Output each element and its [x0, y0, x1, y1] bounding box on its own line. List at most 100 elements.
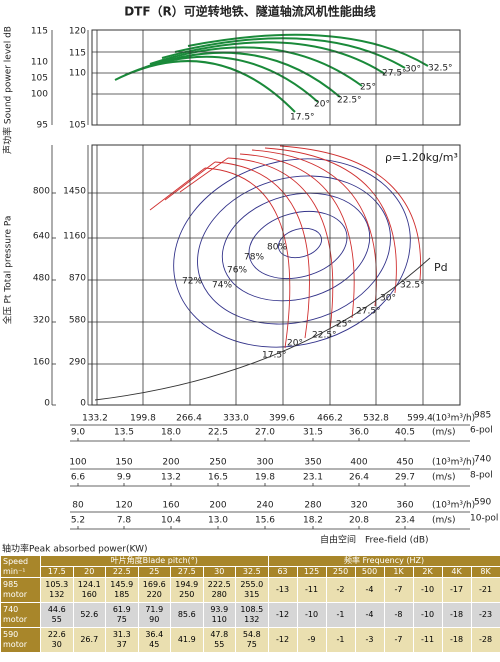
noise-value: -13 [267, 577, 298, 603]
flow-label: 399.6 [269, 414, 295, 424]
power-cell: 255.0 315 [235, 577, 269, 603]
free-field-en: Free-field (dB) [365, 536, 429, 546]
power-value: 47.8 [210, 630, 229, 639]
tick-label: 115 [31, 27, 48, 37]
power-value: 31.3 [112, 630, 131, 639]
blade-label: 32.5° [400, 281, 425, 291]
freq: 8K [470, 566, 500, 578]
pitch: 32.5 [235, 566, 269, 578]
motor: motor [3, 615, 28, 624]
flow-label: 80 [72, 501, 84, 511]
tick-label: 100 [31, 90, 48, 100]
velocity-label: 18.0 [161, 428, 181, 438]
noise-value: -8 [383, 602, 414, 628]
poles-label: 8-pol [470, 471, 493, 481]
velocity-label: 7.8 [117, 516, 132, 526]
power-value: 194.9 [175, 580, 199, 589]
tick-label: 0 [80, 399, 86, 409]
tick-label: 1450 [63, 187, 86, 197]
poles-label: 6-pol [470, 426, 493, 436]
tick-label: 105 [69, 121, 86, 131]
velocity-label: 13.2 [161, 473, 181, 483]
velocity-label: 18.2 [303, 516, 323, 526]
power-cell: 26.7 [72, 627, 106, 653]
freq: 1K [383, 566, 414, 578]
tick-label: 120 [69, 27, 86, 37]
blade-label: 20° [287, 339, 303, 349]
power-value: 132 [49, 590, 65, 599]
velocity-unit: (m/s) [432, 428, 456, 438]
blade-label: 30° [405, 65, 421, 75]
power-value: 250 [179, 590, 195, 599]
efficiency-label: 80% [267, 243, 287, 253]
power-cell: 61.9 75 [105, 602, 139, 628]
sound-axis-label: 声功率 Sound power level dB [2, 26, 14, 154]
speed: 590 [3, 630, 19, 639]
power-table: Speed min⁻¹ 叶片角度Blade pitch(°) 频率 Frequency… [0, 555, 500, 653]
power-cell: 36.4 45 [137, 627, 171, 653]
power-value: 61.9 [112, 605, 131, 614]
power-value: 90 [149, 615, 160, 624]
power-value: 41.9 [177, 635, 196, 644]
speed-header: Speed min⁻¹ [0, 555, 41, 578]
noise-value: -1 [325, 627, 356, 653]
flow-label: 466.2 [317, 414, 343, 424]
flow-label: 120 [115, 501, 132, 511]
flow-label: 200 [209, 501, 226, 511]
power-cell: 124.1 160 [72, 577, 106, 603]
velocity-label: 36.0 [349, 428, 369, 438]
sound-curves [114, 33, 429, 113]
power-value: 75 [116, 615, 127, 624]
data-row: 740 motor 44.6 55 52.6 61.9 75 71.9 90 85.6 93.9 11… [0, 602, 500, 628]
flow-label: 300 [256, 458, 273, 468]
speed: 985 [3, 580, 19, 589]
blade-label: 25° [336, 320, 352, 330]
freq-header: 频率 Frequency (HZ) [267, 555, 500, 567]
flow-label: 200 [162, 458, 179, 468]
power-value: 105.3 [45, 580, 69, 589]
power-cell: 52.6 [72, 602, 106, 628]
flow-label: 450 [396, 458, 413, 468]
flow-label: 199.8 [130, 414, 156, 424]
power-value: 93.9 [210, 605, 229, 614]
tick-label: 580 [69, 316, 86, 326]
blade-label: 22.5° [337, 96, 362, 106]
velocity-label: 15.6 [255, 516, 275, 526]
sound-curve [174, 37, 406, 69]
velocity-label: 27.0 [255, 428, 275, 438]
efficiency-label: 72% [182, 277, 202, 287]
velocity-label: 10.4 [161, 516, 181, 526]
blade-curve [239, 153, 355, 319]
speed-label: 985 [474, 411, 491, 421]
power-cell: 222.5 280 [202, 577, 236, 603]
power-value: 220 [146, 590, 162, 599]
power-value: 160 [81, 590, 97, 599]
sound-curve [137, 51, 341, 98]
power-value: 26.7 [80, 635, 99, 644]
blade-label: 27.5° [382, 69, 407, 79]
blade-label: 25° [360, 83, 376, 93]
header-row: Speed min⁻¹ 叶片角度Blade pitch(°) 频率 Frequency… [0, 555, 500, 578]
blade-curve [214, 161, 310, 339]
velocity-label: 9.9 [117, 473, 132, 483]
flow-label: 400 [350, 458, 367, 468]
blade-label: 32.5° [428, 64, 453, 74]
power-cell: 47.8 55 [202, 627, 236, 653]
power-cell: 105.3 132 [40, 577, 74, 603]
power-cell: 108.5 132 [235, 602, 269, 628]
noise-value: -18 [441, 627, 472, 653]
flow-label: 532.8 [363, 414, 389, 424]
velocity-unit: (m/s) [432, 516, 456, 526]
contour [197, 175, 391, 325]
speed: 740 [3, 605, 19, 614]
velocity-label: 31.5 [303, 428, 323, 438]
flow-label: 250 [209, 458, 226, 468]
data-row: 985 motor 105.3 132 124.1 160 145.9 185 169.6 220… [0, 577, 500, 603]
tick-label: 95 [37, 121, 48, 131]
noise-value: -11 [412, 627, 443, 653]
tick-label: 110 [69, 69, 86, 79]
flow-label: 266.4 [176, 414, 202, 424]
power-value: 22.6 [47, 630, 66, 639]
noise-value: -18 [441, 602, 472, 628]
noise-value: -7 [383, 577, 414, 603]
